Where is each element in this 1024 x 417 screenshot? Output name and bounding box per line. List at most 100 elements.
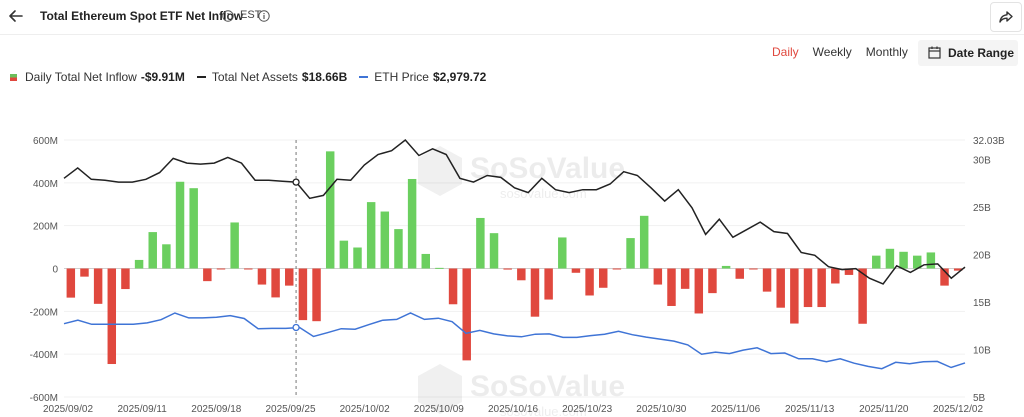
x-axis-tick: 2025/10/02 — [340, 404, 390, 415]
inflow-bar — [121, 268, 130, 290]
inflow-bar — [366, 202, 376, 269]
right-axis-tick: 25B — [973, 203, 991, 214]
back-arrow-icon[interactable] — [6, 6, 26, 26]
eth-price-line — [63, 312, 966, 370]
inflow-bar — [271, 268, 280, 298]
period-monthly-tab[interactable]: Monthly — [865, 45, 908, 59]
inflow-bar — [394, 229, 403, 269]
inflow-bar — [940, 268, 949, 286]
x-axis-tick: 2025/11/13 — [785, 404, 835, 415]
legend-price[interactable]: ETH Price $2,979.72 — [359, 70, 486, 84]
inflow-bar — [80, 268, 89, 277]
x-axis-tick: 2025/11/20 — [859, 404, 909, 415]
inflow-bar — [175, 181, 185, 269]
inflow-bar — [530, 268, 540, 317]
inflow-bar — [230, 222, 239, 269]
inflow-bar — [325, 151, 335, 269]
legend-inflow-value: -$9.91M — [140, 70, 185, 84]
watermark-brand: SoSoValue — [470, 152, 625, 185]
left-axis-tick: 0 — [52, 265, 58, 276]
inflow-bar — [148, 232, 157, 269]
date-range-label: Date Range — [948, 46, 1015, 60]
inflow-bar — [912, 255, 922, 269]
inflow-bar — [872, 255, 881, 269]
timezone-label: EST — [240, 9, 262, 21]
inflow-bar — [462, 268, 471, 361]
inflow-bar — [776, 268, 785, 308]
period-daily-tab[interactable]: Daily — [772, 45, 799, 59]
etf-inflow-chart[interactable]: SoSoValuesosovalue.comSoSoValuesosovalue… — [0, 128, 1024, 417]
right-axis-tick: 10B — [973, 345, 991, 356]
left-axis-tick: -400M — [30, 350, 58, 361]
inflow-bar — [380, 211, 390, 269]
inflow-bar — [790, 268, 799, 324]
x-axis-tick: 2025/10/09 — [414, 404, 464, 415]
inflow-bar — [667, 268, 676, 306]
share-button[interactable] — [990, 2, 1022, 32]
legend-inflow[interactable]: Daily Total Net Inflow -$9.91M — [10, 70, 185, 84]
inflow-bar — [858, 268, 867, 324]
left-axis-tick: -600M — [30, 393, 58, 404]
right-axis-tick: 30B — [973, 155, 991, 166]
inflow-bar — [407, 178, 417, 269]
inflow-bar — [749, 268, 758, 270]
share-icon — [999, 11, 1013, 23]
inflow-bar — [803, 268, 813, 308]
info-icon[interactable] — [222, 9, 234, 22]
calendar-icon — [928, 46, 941, 62]
x-axis-tick: 2025/09/18 — [191, 404, 241, 415]
inflow-bar — [203, 268, 212, 282]
inflow-bar — [353, 247, 362, 269]
timezone-info-icon[interactable] — [258, 9, 270, 22]
right-axis-tick: 20B — [973, 250, 991, 261]
inflow-bar — [626, 238, 635, 269]
inflow-bar — [134, 259, 144, 269]
inflow-bar — [599, 268, 608, 288]
inflow-bar — [298, 268, 308, 321]
inflow-bar — [735, 268, 744, 279]
inflow-bar — [93, 268, 103, 304]
legend-price-label: ETH Price — [374, 70, 429, 84]
price-swatch — [359, 76, 369, 78]
inflow-bar — [694, 268, 704, 314]
watermark-url: sosovalue.com — [500, 404, 587, 417]
inflow-bar — [926, 252, 936, 269]
date-range-button[interactable]: Date Range — [918, 40, 1018, 66]
inflow-bar — [653, 268, 663, 285]
chart-legend: Daily Total Net Inflow -$9.91M Total Net… — [10, 70, 498, 84]
x-axis-tick: 2025/11/06 — [711, 404, 761, 415]
x-axis-tick: 2025/09/25 — [265, 404, 315, 415]
x-axis-tick: 2025/09/02 — [43, 404, 93, 415]
price-marker — [292, 323, 300, 332]
inflow-bar — [448, 268, 458, 305]
legend-assets[interactable]: Total Net Assets $18.66B — [196, 70, 347, 84]
inflow-bar — [339, 240, 349, 269]
total-net-assets-line — [63, 138, 966, 285]
inflow-bar — [817, 268, 826, 308]
inflow-bar — [680, 268, 690, 289]
inflow-bar — [189, 188, 198, 269]
inflow-bar — [885, 248, 895, 269]
top-bar: Total Ethereum Spot ETF Net Inflow EST — [0, 0, 1024, 34]
x-axis-tick: 2025/10/30 — [636, 404, 686, 415]
inflow-bar — [435, 267, 444, 269]
inflow-bar — [544, 268, 553, 300]
x-axis-tick: 2025/10/23 — [562, 404, 612, 415]
inflow-bar — [503, 268, 512, 270]
assets-marker — [292, 178, 300, 186]
legend-assets-label: Total Net Assets — [211, 70, 298, 84]
inflow-bar — [708, 268, 717, 294]
inflow-bar — [107, 268, 117, 365]
period-weekly-tab[interactable]: Weekly — [812, 45, 852, 59]
inflow-bar — [476, 217, 485, 269]
inflow-bar — [558, 237, 567, 269]
inflow-bar — [721, 265, 731, 269]
assets-swatch — [196, 76, 206, 78]
x-axis-tick: 2025/12/02 — [933, 404, 983, 415]
right-axis-tick: 15B — [973, 298, 991, 309]
inflow-bar — [953, 268, 963, 271]
inflow-swatch — [10, 73, 17, 81]
x-axis-tick: 2025/10/16 — [488, 404, 538, 415]
inflow-bar — [421, 253, 430, 269]
left-axis-tick: 600M — [33, 136, 58, 147]
